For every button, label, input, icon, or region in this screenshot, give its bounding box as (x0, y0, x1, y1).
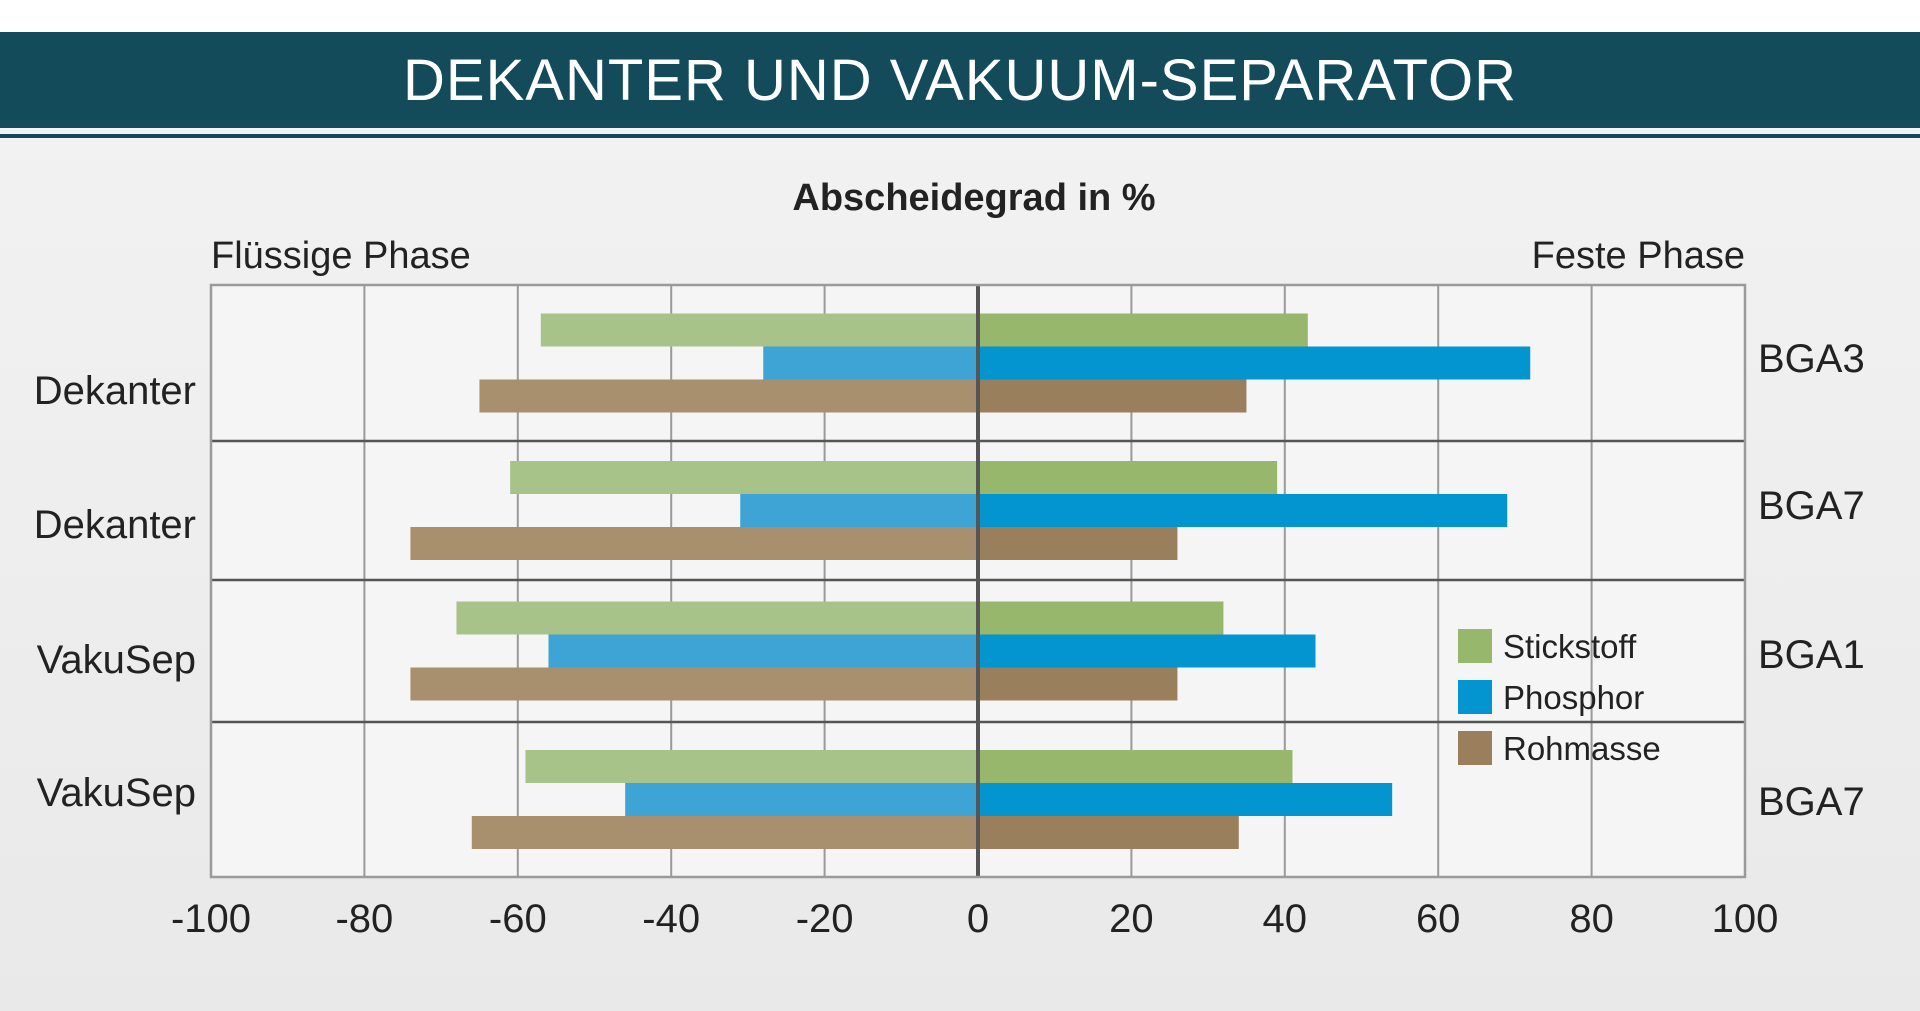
top-strip (0, 0, 1920, 32)
bar-fest-phosphor (978, 346, 1531, 380)
x-tick-label: 40 (1263, 897, 1308, 941)
x-tick-label: 100 (1712, 897, 1779, 941)
bar-fest-rohmasse (978, 527, 1178, 560)
plant-label: BGA7 (1758, 780, 1865, 824)
bar-fest-stickstoff (978, 461, 1278, 494)
category-label: Dekanter (34, 369, 196, 413)
bar-fluessig-stickstoff (456, 601, 978, 635)
bar-fluessig-rohmasse (471, 816, 978, 849)
right-phase-label: Feste Phase (1532, 235, 1745, 277)
bar-fest-rohmasse (978, 667, 1178, 701)
legend-label-stickstoff: Stickstoff (1503, 628, 1637, 665)
bar-fluessig-stickstoff (525, 750, 978, 783)
legend-label-phosphor: Phosphor (1503, 679, 1644, 716)
bar-fest-rohmasse (978, 816, 1239, 849)
bar-fluessig-stickstoff (510, 461, 978, 494)
bar-fest-stickstoff (978, 313, 1308, 347)
x-tick-label: 20 (1109, 897, 1154, 941)
left-phase-label: Flüssige Phase (211, 235, 471, 277)
x-tick-label: -100 (171, 897, 251, 941)
plant-label: BGA1 (1758, 633, 1865, 677)
x-tick-label: 0 (967, 897, 989, 941)
bar-fest-stickstoff (978, 601, 1224, 635)
x-tick-label: 80 (1569, 897, 1614, 941)
legend-swatch-stickstoff (1458, 629, 1492, 663)
x-tick-label: -80 (335, 897, 393, 941)
x-tick-label: 60 (1416, 897, 1461, 941)
bar-fluessig-phosphor (625, 783, 978, 816)
bar-fluessig-phosphor (763, 346, 978, 380)
legend-swatch-rohmasse (1458, 731, 1492, 765)
legend-label-rohmasse: Rohmasse (1503, 730, 1661, 767)
bar-fluessig-phosphor (740, 494, 978, 527)
plot-frame (209, 283, 1747, 879)
title-banner: DEKANTER UND VAKUUM-SEPARATOR (0, 32, 1920, 128)
bar-fluessig-phosphor (548, 634, 978, 668)
bar-fluessig-rohmasse (479, 379, 978, 413)
bar-fluessig-rohmasse (410, 527, 978, 560)
category-label: VakuSep (37, 638, 196, 682)
x-tick-label: -60 (489, 897, 547, 941)
category-label: VakuSep (37, 771, 196, 815)
plant-label: BGA7 (1758, 484, 1865, 528)
banner-rule (0, 134, 1920, 138)
bar-fluessig-stickstoff (540, 313, 978, 347)
bar-fest-phosphor (978, 494, 1508, 527)
bar-fluessig-rohmasse (410, 667, 978, 701)
chart-title: Abscheidegrad in % (792, 177, 1155, 219)
x-tick-label: -20 (796, 897, 854, 941)
banner-title: DEKANTER UND VAKUUM-SEPARATOR (403, 47, 1517, 113)
x-tick-label: -40 (642, 897, 700, 941)
bar-fest-phosphor (978, 783, 1393, 816)
bar-fest-phosphor (978, 634, 1316, 668)
plant-label: BGA3 (1758, 337, 1865, 381)
bar-fest-stickstoff (978, 750, 1293, 783)
category-label: Dekanter (34, 503, 196, 547)
legend-swatch-phosphor (1458, 680, 1492, 714)
bar-fest-rohmasse (978, 379, 1247, 413)
